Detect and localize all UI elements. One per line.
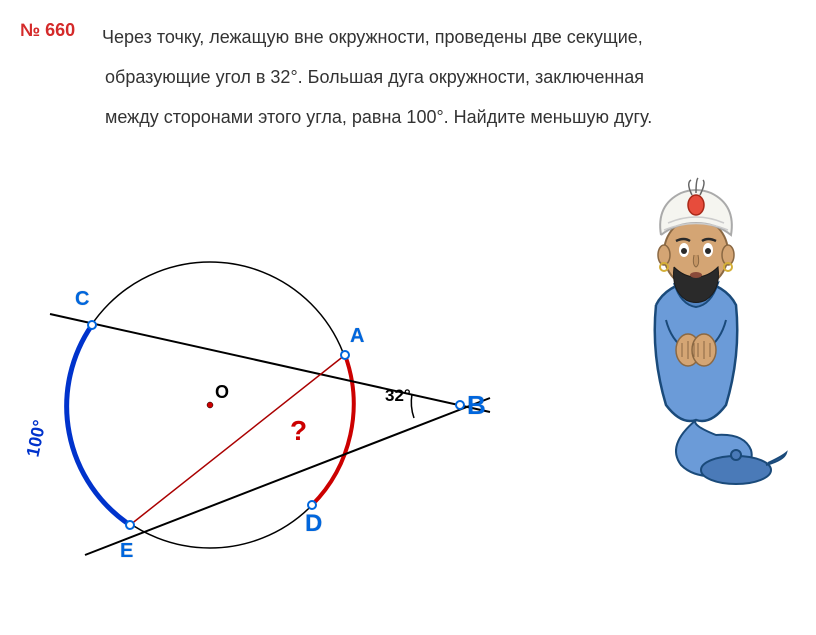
problem-number: № 660 — [20, 20, 75, 41]
angle-arc-b — [411, 394, 414, 418]
secant-cab — [50, 314, 490, 412]
point-a — [341, 351, 349, 359]
label-a: A — [350, 325, 364, 348]
genie-illustration — [596, 175, 796, 495]
center-point — [207, 402, 213, 408]
label-d: D — [305, 510, 322, 538]
label-c: C — [75, 288, 89, 311]
angle-32-label: 32° — [385, 386, 411, 406]
point-d — [308, 501, 316, 509]
point-b — [456, 401, 464, 409]
major-arc — [67, 325, 130, 525]
point-c — [88, 321, 96, 329]
problem-text-line3: между сторонами этого угла, равна 100°. … — [105, 98, 652, 138]
point-e — [126, 521, 134, 529]
secant-edb — [85, 398, 490, 555]
problem-text-line2: образующие угол в 32°. Большая дуга окру… — [105, 58, 644, 98]
aux-line-ea — [130, 355, 345, 525]
label-e: E — [120, 540, 133, 563]
geometry-diagram: A B C D E O 100° ? 32° — [0, 230, 550, 630]
problem-text-line1: Через точку, лежащую вне окружности, про… — [102, 18, 643, 58]
label-o: O — [215, 382, 229, 403]
arc-question-label: ? — [290, 415, 307, 447]
label-b: B — [467, 390, 486, 421]
